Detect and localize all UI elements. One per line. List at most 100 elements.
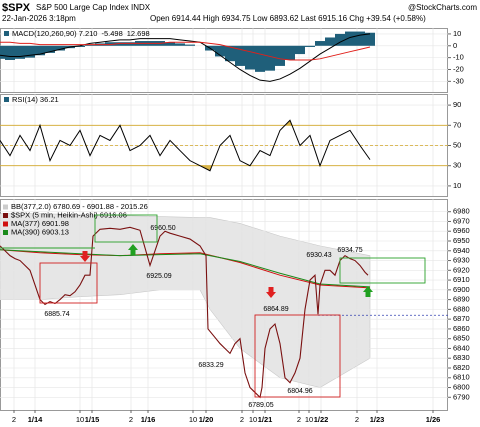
y-tick-label: 6940 — [453, 246, 470, 255]
histogram-bar — [235, 45, 245, 66]
histogram-bar — [185, 44, 195, 46]
x-tick-label: 2 — [12, 415, 16, 424]
legend-entry: MACD(120,260,90) 7.210 — [12, 29, 97, 38]
y-tick-label: 6820 — [453, 363, 470, 372]
annotation-box — [339, 257, 426, 284]
annotation-arrow — [266, 287, 276, 298]
y-tick-label: 6900 — [453, 285, 470, 294]
price-annotation: 6934.75 — [337, 247, 362, 254]
histogram-bar — [325, 37, 335, 46]
y-tick-label: 6920 — [453, 265, 470, 274]
series-line — [0, 33, 371, 82]
price-annotation: 6833.29 — [198, 362, 223, 369]
histogram-bar — [275, 45, 285, 66]
y-tick-label: -20 — [453, 64, 464, 73]
series-line — [0, 41, 371, 61]
legend-entry: 12.698 — [127, 29, 150, 38]
legend-swatch — [3, 230, 8, 235]
price-annotation: 6804.96 — [287, 388, 312, 395]
histogram-bar — [265, 45, 275, 71]
symbol: $SPX — [2, 2, 31, 14]
legend-entry: -5.498 — [101, 29, 122, 38]
histogram-bar — [245, 45, 255, 70]
quote: Open 6914.44 High 6934.75 Low 6893.62 La… — [150, 14, 426, 23]
histogram-bar — [45, 45, 55, 53]
y-tick-label: 6910 — [453, 275, 470, 284]
x-tick-label: 1/15 — [85, 415, 100, 424]
x-tick-label: 10 — [305, 415, 313, 424]
annotation-box — [94, 214, 158, 243]
histogram-bar — [125, 42, 135, 46]
x-tick-label: 2 — [240, 415, 244, 424]
histogram-bar — [315, 41, 325, 46]
histogram-bar — [5, 45, 15, 60]
y-tick-label: 50 — [453, 140, 461, 149]
y-tick-label: 6830 — [453, 353, 470, 362]
histogram-bar — [335, 33, 345, 46]
panel — [0, 28, 448, 93]
legend-entry: MA(377) 6901.98 — [11, 219, 69, 228]
legend-swatch — [3, 213, 8, 218]
price-annotation: 6885.74 — [44, 311, 69, 318]
histogram-bar — [255, 45, 265, 72]
histogram-bar — [105, 42, 115, 46]
y-tick-label: 90 — [453, 100, 461, 109]
histogram-bar — [355, 31, 365, 46]
legend-entry: RSI(14) 36.21 — [12, 95, 59, 104]
y-tick-label: 6800 — [453, 383, 470, 392]
y-tick-label: 6960 — [453, 226, 470, 235]
histogram-bar — [0, 45, 5, 59]
y-tick-label: 30 — [453, 161, 461, 170]
x-tick-label: 2 — [129, 415, 133, 424]
y-tick-label: 6810 — [453, 373, 470, 382]
annotation-box — [39, 262, 98, 304]
histogram-bar — [295, 45, 305, 55]
y-tick-label: 10 — [453, 181, 461, 190]
y-tick-label: 70 — [453, 120, 461, 129]
x-tick-label: 10 — [76, 415, 84, 424]
x-tick-label: 1/26 — [426, 415, 441, 424]
series-line — [0, 249, 371, 288]
histogram-bar — [115, 42, 125, 46]
legend-swatch — [3, 204, 8, 210]
x-tick-label: 2 — [355, 415, 359, 424]
brand: @StockCharts.com — [408, 3, 477, 12]
y-tick-label: 6930 — [453, 256, 470, 265]
y-tick-label: 6860 — [453, 324, 470, 333]
x-tick-label: 1/23 — [370, 415, 385, 424]
y-tick-label: 6870 — [453, 314, 470, 323]
histogram-bar — [15, 45, 25, 59]
series-line — [0, 249, 371, 289]
y-tick-label: 6980 — [453, 207, 470, 216]
y-tick-label: 10 — [453, 29, 461, 38]
histogram-bar — [345, 31, 355, 46]
x-tick-label: 1/20 — [199, 415, 214, 424]
annotation-arrow — [128, 244, 138, 255]
y-tick-label: 6790 — [453, 392, 470, 401]
series-line — [0, 119, 371, 172]
y-tick-label: -10 — [453, 53, 464, 62]
y-tick-label: 6950 — [453, 236, 470, 245]
y-tick-label: 6850 — [453, 334, 470, 343]
x-tick-label: 10 — [189, 415, 197, 424]
x-tick-label: 1/21 — [258, 415, 273, 424]
x-tick-label: 2 — [297, 415, 301, 424]
legend-swatch — [3, 221, 8, 227]
x-tick-label: 1/22 — [314, 415, 329, 424]
price-annotation: 6925.09 — [146, 273, 171, 280]
histogram-bar — [85, 44, 95, 46]
histogram-bar — [365, 32, 375, 46]
price-annotation: 6960.50 — [150, 225, 175, 232]
date: 22-Jan-2026 3:18pm — [2, 14, 76, 23]
price-annotation: 6789.05 — [248, 402, 273, 409]
histogram-bar — [305, 45, 315, 47]
histogram-bar — [215, 45, 225, 57]
histogram-bar — [175, 43, 185, 46]
y-tick-label: 6970 — [453, 216, 470, 225]
price-annotation: 6864.89 — [263, 306, 288, 313]
y-tick-label: 6840 — [453, 343, 470, 352]
histogram-bar — [225, 45, 235, 62]
y-tick-label: -30 — [453, 76, 464, 85]
histogram-bar — [25, 45, 35, 58]
